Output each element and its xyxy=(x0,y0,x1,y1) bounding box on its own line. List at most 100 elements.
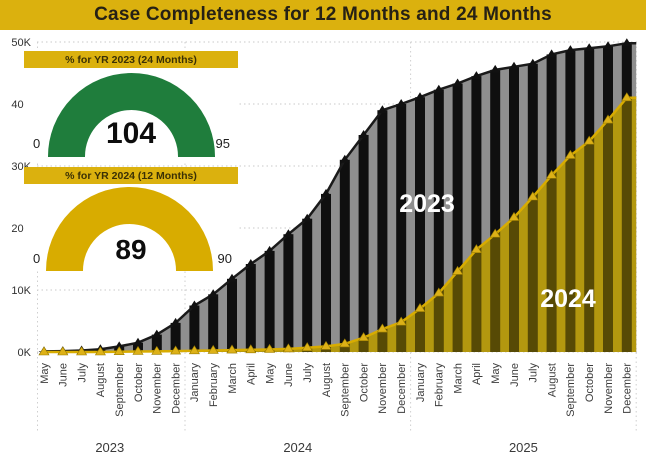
data-point-marker[interactable] xyxy=(621,38,632,47)
data-point-marker[interactable] xyxy=(264,343,276,353)
data-point-marker[interactable] xyxy=(245,259,256,267)
data-point-marker[interactable] xyxy=(114,341,125,350)
data-point-marker[interactable] xyxy=(151,345,163,355)
data-point-marker[interactable] xyxy=(546,169,558,179)
series-2023-bar[interactable] xyxy=(433,89,444,352)
data-point-marker[interactable] xyxy=(226,344,238,354)
data-point-marker[interactable] xyxy=(377,105,388,114)
data-point-marker[interactable] xyxy=(489,228,501,238)
data-point-marker[interactable] xyxy=(546,49,557,58)
series-2023-bar[interactable] xyxy=(358,135,369,352)
data-point-marker[interactable] xyxy=(358,130,369,138)
data-point-marker[interactable] xyxy=(433,287,445,297)
series-2023-bar[interactable] xyxy=(170,322,181,352)
data-point-marker[interactable] xyxy=(415,92,425,101)
data-point-marker[interactable] xyxy=(527,191,539,201)
data-point-marker[interactable] xyxy=(207,344,219,354)
series-2023-bar[interactable] xyxy=(509,66,519,353)
data-point-marker[interactable] xyxy=(584,43,595,52)
data-point-marker[interactable] xyxy=(433,84,444,93)
data-point-marker[interactable] xyxy=(508,211,520,221)
x-axis-month-label: August xyxy=(546,363,558,397)
series-2023-bar[interactable] xyxy=(283,234,294,352)
data-point-marker[interactable] xyxy=(282,343,294,353)
series-2024-bar[interactable] xyxy=(509,42,519,352)
series-2023-bar[interactable] xyxy=(227,278,237,352)
series-2023-bar[interactable] xyxy=(377,110,388,352)
data-point-marker[interactable] xyxy=(151,329,162,338)
x-axis-month-label: December xyxy=(622,363,634,414)
series-2023-bar[interactable] xyxy=(151,334,162,352)
data-point-marker[interactable] xyxy=(471,71,482,80)
series-2023-bar[interactable] xyxy=(208,294,219,352)
data-point-marker[interactable] xyxy=(170,317,181,326)
data-point-marker[interactable] xyxy=(395,316,407,326)
data-point-marker[interactable] xyxy=(527,58,538,67)
series-2024-bar[interactable] xyxy=(527,42,538,352)
data-point-marker[interactable] xyxy=(564,149,576,159)
series-2024-bar[interactable] xyxy=(621,42,632,352)
data-point-marker[interactable] xyxy=(358,332,370,341)
data-point-marker[interactable] xyxy=(208,289,219,298)
y-axis-tick-label: 50K xyxy=(11,37,31,49)
data-point-marker[interactable] xyxy=(321,188,331,197)
series-2023-bar[interactable] xyxy=(189,305,200,353)
data-point-marker[interactable] xyxy=(603,41,613,50)
data-point-marker[interactable] xyxy=(189,300,200,309)
data-point-marker[interactable] xyxy=(509,61,519,70)
data-point-marker[interactable] xyxy=(76,346,88,356)
data-point-marker[interactable] xyxy=(133,337,143,346)
data-point-marker[interactable] xyxy=(490,64,501,73)
series-2023-bar[interactable] xyxy=(471,76,482,352)
series-2023-bar[interactable] xyxy=(452,83,463,353)
series-2024-bar[interactable] xyxy=(546,42,557,352)
x-axis-month-label: November xyxy=(377,363,389,414)
data-point-marker[interactable] xyxy=(621,92,633,102)
x-axis-month-label: January xyxy=(189,363,201,403)
series-2023-bar[interactable] xyxy=(321,193,331,352)
data-point-marker[interactable] xyxy=(376,323,388,333)
data-point-marker[interactable] xyxy=(227,273,237,282)
data-point-marker[interactable] xyxy=(245,344,257,354)
data-point-marker[interactable] xyxy=(283,229,294,238)
series-2023-bar[interactable] xyxy=(245,264,256,352)
series-2023-bar[interactable] xyxy=(264,250,275,352)
data-point-marker[interactable] xyxy=(452,78,463,87)
series-2023-bar[interactable] xyxy=(396,104,407,352)
data-point-marker[interactable] xyxy=(38,346,50,356)
x-axis-month-label: July xyxy=(528,363,540,383)
x-axis-month-label: January xyxy=(415,363,427,403)
series-2024-bar[interactable] xyxy=(603,42,613,352)
data-point-marker[interactable] xyxy=(396,99,407,107)
data-point-marker[interactable] xyxy=(94,346,106,356)
series-2024-bar[interactable] xyxy=(584,42,595,352)
series-2023-bar[interactable] xyxy=(302,218,313,352)
data-point-marker[interactable] xyxy=(565,45,576,54)
gauge-2024-card[interactable]: % for YR 2024 (12 Months) 89 0 90 xyxy=(24,167,238,271)
data-point-marker[interactable] xyxy=(170,345,182,355)
data-point-marker[interactable] xyxy=(132,345,144,355)
data-point-marker[interactable] xyxy=(452,265,464,275)
data-point-marker[interactable] xyxy=(339,154,350,163)
data-point-marker[interactable] xyxy=(301,342,313,351)
series-2023-bar[interactable] xyxy=(415,97,425,352)
data-point-marker[interactable] xyxy=(302,213,313,222)
data-point-marker[interactable] xyxy=(113,346,125,355)
data-point-marker[interactable] xyxy=(583,135,595,145)
data-point-marker[interactable] xyxy=(264,245,275,254)
series-2023-bar[interactable] xyxy=(490,69,501,353)
data-point-marker[interactable] xyxy=(320,340,332,350)
gauge-2023-card[interactable]: % for YR 2023 (24 Months) 104 0 95 xyxy=(24,51,238,161)
series-2024-bar[interactable] xyxy=(565,42,576,352)
data-point-marker[interactable] xyxy=(188,345,200,355)
data-point-marker[interactable] xyxy=(602,114,614,124)
x-axis-month-label: February xyxy=(208,363,220,408)
series-2023-bar[interactable] xyxy=(339,159,350,352)
data-point-marker[interactable] xyxy=(339,338,351,348)
data-point-marker[interactable] xyxy=(470,244,482,253)
data-point-marker[interactable] xyxy=(414,303,426,312)
data-point-marker[interactable] xyxy=(57,346,69,356)
y-axis-tick-label: 0K xyxy=(18,347,32,359)
